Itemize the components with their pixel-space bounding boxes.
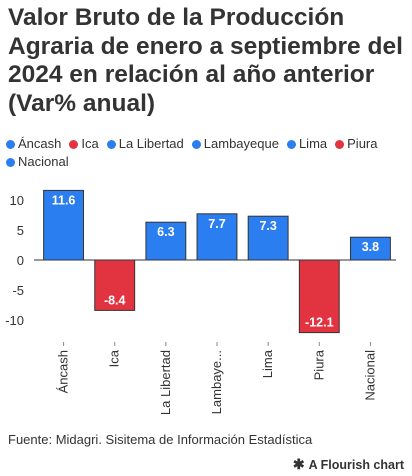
bar [94,259,136,311]
flourish-logo-icon: ✱ [292,456,305,472]
flourish-credit[interactable]: ✱ A Flourish chart [293,456,404,473]
x-tick-label: Nacional [362,350,377,401]
bar-value-label: 7.3 [259,219,276,233]
y-tick-label: 0 [17,253,24,268]
bar [298,259,340,334]
flourish-credit-label: A Flourish chart [308,458,404,472]
legend-label: Áncash [18,136,62,151]
legend-swatch [106,139,116,149]
bar-value-label: 11.6 [52,193,76,207]
x-tick-label: Lambaye... [209,350,224,414]
legend-item[interactable]: La Libertad [106,135,184,153]
legend-item[interactable]: Lima [286,135,328,153]
legend-label: La Libertad [118,136,184,151]
x-tick-label: Ica [107,349,122,367]
bar-value-label: 3.8 [362,240,379,254]
bar-value-label: 6.3 [157,225,174,239]
bar-value-label: 7.7 [208,217,225,231]
y-tick-label: -5 [12,283,24,298]
bar [43,189,85,261]
bar-chart: 10 5 0 -5 -10 11.6 -8.4 6.3 7.7 7.3 -12.1 3.8 Áncash… [5,189,396,415]
legend: Áncash Ica La Libertad Lambayeque Lima Piura N… [6,135,406,171]
legend-item[interactable]: Lambayeque [191,135,279,153]
legend-label: Nacional [18,154,69,169]
legend-item[interactable]: Nacional [6,153,69,171]
bar-value-label: -12.1 [305,316,334,330]
x-tick-label: Lima [260,349,275,378]
y-tick-label: 5 [17,223,24,238]
legend-label: Piura [347,136,378,151]
legend-label: Lima [298,136,328,151]
legend-label: Lambayeque [203,136,279,151]
source-note: Fuente: Midagri. Sisitema de Información… [8,432,313,447]
x-tick-label: La Libertad [158,350,173,415]
chart-title: Valor Bruto de la Producción Agraria de … [8,4,403,117]
legend-swatch [335,139,345,149]
legend-swatch [286,139,296,149]
legend-item[interactable]: Piura [335,135,378,153]
legend-swatch [6,157,15,167]
y-tick-label: 10 [10,193,24,208]
legend-item[interactable]: Ica [69,135,99,153]
legend-swatch [69,139,79,149]
legend-item[interactable]: Áncash [6,135,61,153]
x-tick-label: Piura [311,349,326,380]
x-tick-label: Áncash [56,350,71,393]
legend-swatch [191,139,201,149]
legend-swatch [6,139,15,149]
legend-label: Ica [81,136,99,151]
bar-value-label: -8.4 [104,293,126,307]
bar [196,213,238,261]
y-tick-label: -10 [5,313,24,328]
